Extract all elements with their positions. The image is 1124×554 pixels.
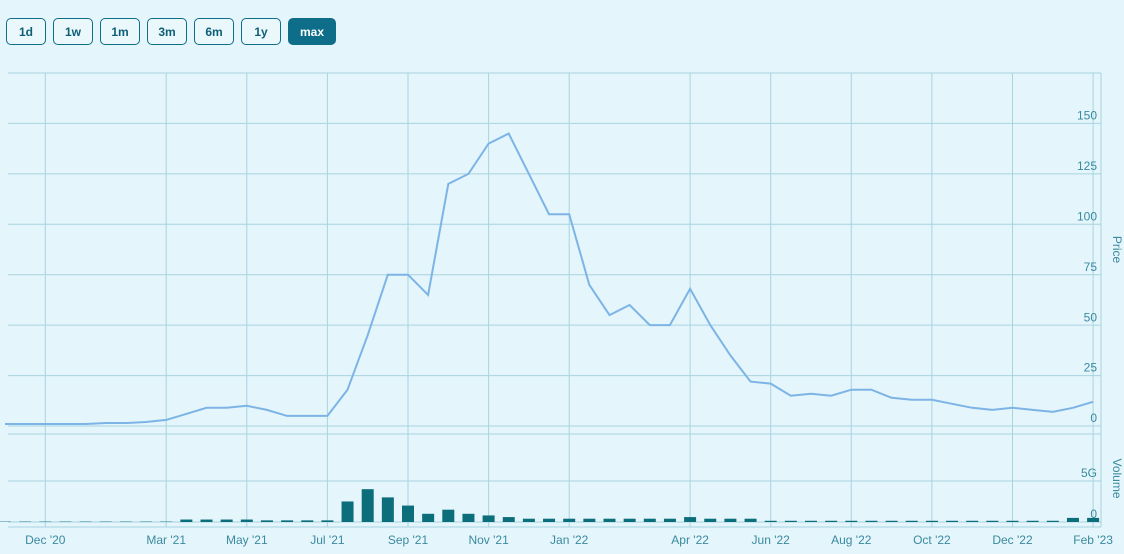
volume-bar: [764, 520, 777, 522]
x-tick-label: Jan '22: [550, 533, 589, 547]
volume-bar: [966, 520, 979, 522]
x-tick-label: Apr '22: [671, 533, 709, 547]
volume-bar: [402, 505, 414, 522]
volume-bar: [663, 518, 676, 522]
y-tick-label: 50: [1084, 310, 1098, 324]
y-tick-label: 75: [1084, 260, 1098, 274]
y-tick-label: 0: [1090, 411, 1097, 425]
volume-bar: [825, 520, 838, 522]
volume-bar: [381, 497, 394, 522]
volume-bar: [744, 518, 757, 522]
volume-bar: [704, 518, 717, 522]
volume-bar: [724, 518, 737, 522]
x-tick-label: Nov '21: [468, 533, 509, 547]
y-tick-label: 5G: [1081, 466, 1097, 480]
x-tick-label: Aug '22: [831, 533, 872, 547]
volume-bar: [623, 518, 636, 522]
y-tick-label: 150: [1077, 109, 1097, 123]
range-button[interactable]: max: [288, 18, 336, 45]
volume-bar: [1006, 520, 1019, 522]
volume-bar: [925, 520, 938, 522]
volume-bar: [361, 489, 374, 522]
volume-bar: [1066, 517, 1079, 522]
x-tick-label: Dec '20: [25, 533, 66, 547]
volume-bar: [684, 517, 697, 522]
volume-bar: [1087, 517, 1100, 522]
volume-bar: [805, 520, 817, 522]
volume-bar: [462, 513, 475, 522]
range-button[interactable]: 3m: [147, 18, 187, 45]
volume-bar: [543, 518, 556, 522]
range-buttons: 1d 1w 1m 3m 6m 1y max: [6, 18, 336, 45]
volume-bar: [885, 520, 898, 522]
y-axis-label: Volume: [1110, 458, 1124, 498]
range-button[interactable]: 1d: [6, 18, 46, 45]
volume-bar: [502, 517, 515, 522]
volume-bar: [784, 520, 797, 522]
range-button[interactable]: 1y: [241, 18, 281, 45]
range-button[interactable]: 1w: [53, 18, 93, 45]
volume-bar: [180, 519, 193, 522]
volume-bar: [321, 520, 334, 522]
price-line: [5, 132, 1094, 425]
y-tick-label: 25: [1084, 361, 1098, 375]
x-tick-label: May '21: [226, 533, 268, 547]
x-tick-label: Jul '21: [310, 533, 345, 547]
volume-bar: [482, 515, 495, 522]
volume-bar: [1026, 520, 1039, 522]
y-axis-label: Price: [1110, 236, 1124, 264]
x-tick-label: Sep '21: [388, 533, 429, 547]
volume-bar: [260, 520, 273, 522]
volume-bar: [946, 520, 959, 522]
volume-bar: [845, 520, 858, 522]
volume-bar: [905, 520, 918, 522]
x-tick-label: Dec '22: [992, 533, 1033, 547]
volume-bar: [281, 520, 294, 522]
x-tick-label: Oct '22: [913, 533, 951, 547]
y-tick-label: 100: [1077, 209, 1097, 223]
x-tick-label: Jun '22: [752, 533, 791, 547]
volume-bar: [422, 513, 435, 522]
volume-bar: [986, 520, 999, 522]
range-button[interactable]: 1m: [100, 18, 140, 45]
volume-bar: [341, 501, 354, 522]
range-button[interactable]: 6m: [194, 18, 234, 45]
x-tick-label: Feb '23: [1073, 533, 1113, 547]
volume-bar: [240, 519, 253, 522]
volume-bar: [603, 518, 616, 522]
volume-bar: [1046, 520, 1059, 522]
volume-bar: [865, 520, 878, 522]
volume-bar: [200, 519, 213, 522]
volume-bar: [220, 519, 233, 522]
volume-bar: [583, 518, 596, 522]
volume-bar: [563, 518, 576, 522]
x-tick-label: Mar '21: [146, 533, 186, 547]
y-tick-label: 125: [1077, 159, 1097, 173]
volume-bar: [301, 520, 314, 522]
y-tick-label: 0: [1090, 507, 1097, 521]
volume-bar: [522, 518, 535, 522]
volume-bar: [643, 518, 656, 522]
volume-bar: [442, 509, 455, 522]
